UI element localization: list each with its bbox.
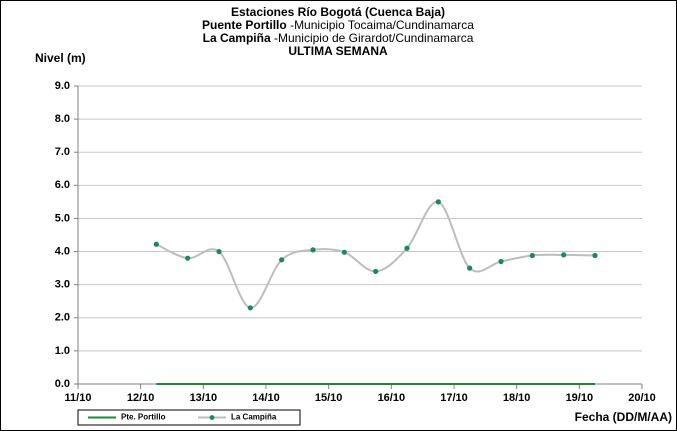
point xyxy=(467,265,473,271)
y-tick-label: 2.0 xyxy=(55,312,70,324)
x-axis-label: Fecha (DD/M/AA) xyxy=(575,410,672,424)
station-name: Puente Portillo xyxy=(202,18,287,32)
point xyxy=(592,252,598,259)
y-tick-label: 4.0 xyxy=(55,245,70,257)
x-tick-label: 16/10 xyxy=(378,392,406,404)
legend-label: La Campiña xyxy=(231,413,277,422)
station-name: La Campiña xyxy=(203,31,271,45)
y-tick-label: 1.0 xyxy=(55,345,70,357)
legend-label: Pte. Portillo xyxy=(121,413,166,422)
point xyxy=(561,252,567,258)
point xyxy=(373,268,379,275)
y-tick-label: 5.0 xyxy=(55,212,70,224)
period: ULTIMA SEMANA xyxy=(288,44,388,58)
x-tick-label: 19/10 xyxy=(566,392,594,404)
point xyxy=(310,247,316,253)
y-tick-label: 6.0 xyxy=(55,179,70,191)
legend-marker xyxy=(209,415,215,420)
y-tick-label: 8.0 xyxy=(55,113,70,125)
point xyxy=(185,255,191,261)
title-block: Estaciones Río Bogotá (Cuenca Baja) Puen… xyxy=(202,5,474,58)
x-tick-label: 20/10 xyxy=(628,392,656,404)
legend-box xyxy=(77,409,301,426)
point xyxy=(247,305,253,311)
station-place: -Municipio de Girardot/Cundinamarca xyxy=(271,31,474,45)
y-tick-label: 3.0 xyxy=(55,279,70,291)
y-tick-label: 7.0 xyxy=(55,146,70,158)
subtitle: La Campiña -Municipio de Girardot/Cundin… xyxy=(203,31,474,45)
point xyxy=(529,252,535,259)
chart-title: Estaciones Río Bogotá (Cuenca Baja) xyxy=(231,5,445,19)
y-tick-label: 0.0 xyxy=(55,378,70,390)
x-tick-label: 12/10 xyxy=(127,392,155,404)
x-tick-label: 11/10 xyxy=(65,392,92,404)
point xyxy=(341,249,347,255)
point xyxy=(153,241,159,247)
x-tick-label: 17/10 xyxy=(440,392,468,404)
point xyxy=(216,248,222,255)
point xyxy=(435,199,441,205)
plot-area: 0.0 1.0 2.0 3.0 4.0 5.0 6.0 7.0 8.0 9.0 11/10 12/10… xyxy=(55,80,656,404)
subtitle: Puente Portillo -Municipio Tocaima/Cundi… xyxy=(202,18,474,32)
point xyxy=(279,257,285,263)
station-place: -Municipio Tocaima/Cundinamarca xyxy=(287,18,475,32)
x-tick-label: 14/10 xyxy=(252,392,280,404)
point xyxy=(498,258,504,265)
y-axis-label: Nivel (m) xyxy=(35,51,86,65)
y-tick-label: 9.0 xyxy=(55,80,70,92)
x-tick-label: 15/10 xyxy=(315,392,343,404)
x-tick-label: 18/10 xyxy=(503,392,531,404)
point xyxy=(404,245,410,251)
x-tick-label: 13/10 xyxy=(190,392,218,404)
